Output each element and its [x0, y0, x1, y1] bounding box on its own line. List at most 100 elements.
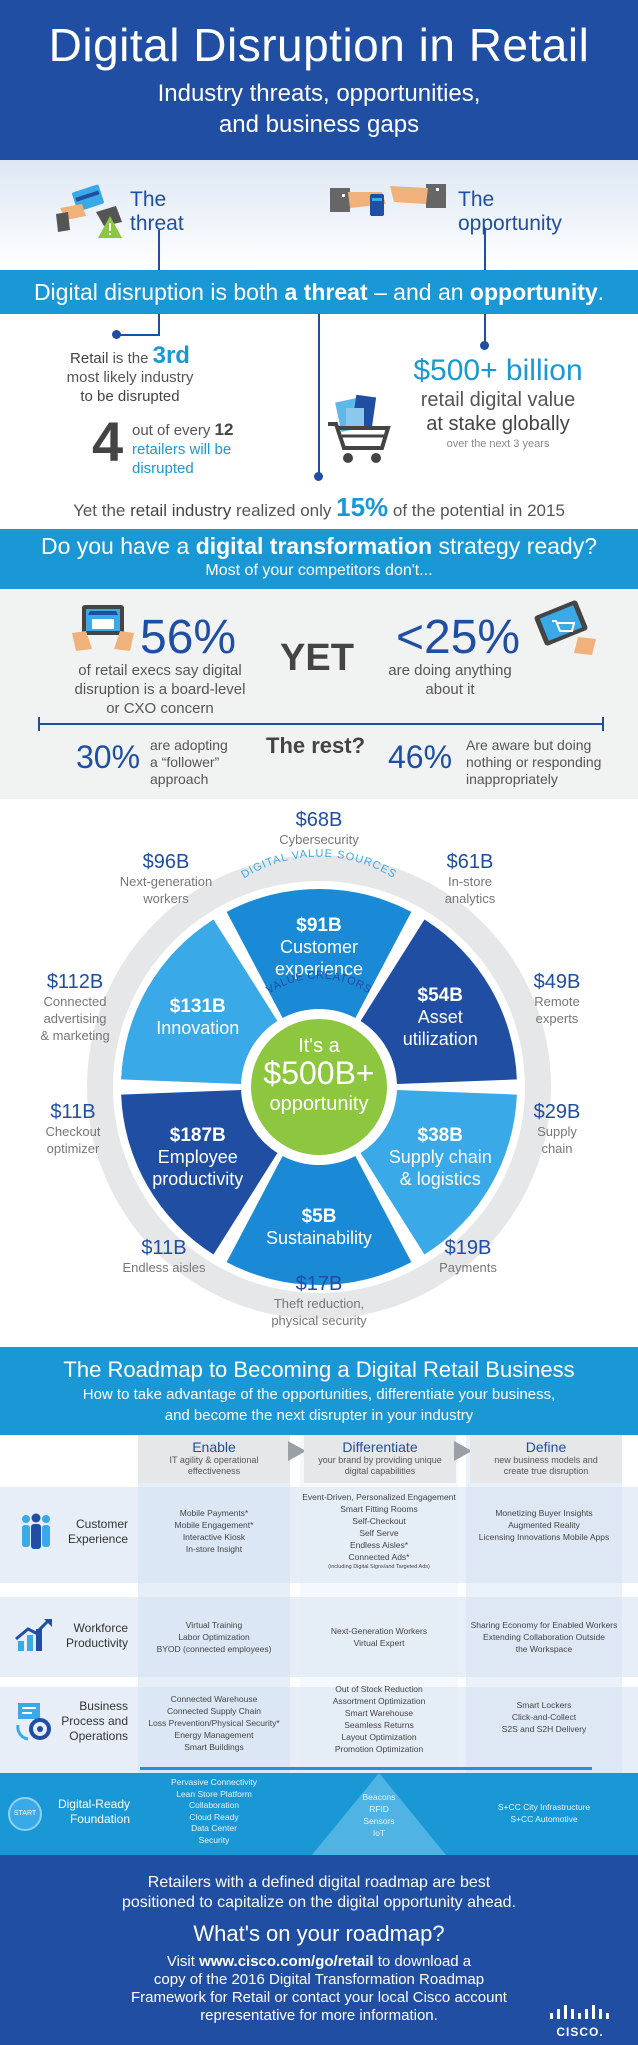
foundation-label: Digital-Ready Foundation — [44, 1797, 130, 1827]
cell-business-differentiate: Out of Stock Reduction Assortment Optimi… — [300, 1683, 458, 1755]
execs-line-3: or CXO concern — [106, 700, 214, 717]
row-label-line: Productivity — [65, 1636, 128, 1650]
cell-item: Virtual Training — [185, 1620, 243, 1630]
external-label: optimizer — [46, 1141, 100, 1156]
differentiate-column — [300, 1435, 458, 1773]
opportunity-value: $500+ billion — [413, 354, 583, 387]
cell-customer-define: Monetizing Buyer Insights Augmented Real… — [466, 1507, 622, 1543]
cell-item: Licensing Innovations Mobile Apps — [478, 1532, 610, 1542]
is-the-text: is the — [108, 350, 153, 367]
arrow-right-icon — [288, 1441, 306, 1461]
segment-name-label: Customer — [280, 937, 358, 957]
roadmap-row-bg — [0, 1487, 638, 1585]
wheel-center — [251, 1019, 387, 1155]
start-badge: START — [8, 1797, 42, 1831]
cell-item: Smart Buildings — [184, 1742, 244, 1752]
opportunity-label: The opportunity — [458, 188, 562, 236]
cell-item: Monetizing Buyer Insights — [495, 1508, 593, 1518]
footer-intro: Retailers with a defined digital roadmap… — [0, 1855, 638, 1913]
handshake-card-icon — [330, 184, 446, 216]
row-label-line: Process and — [61, 1714, 128, 1728]
follower-percent: 30% — [76, 739, 141, 775]
roadmap-subtitle-line-2: and become the next disrupter in your in… — [164, 1407, 474, 1424]
retail-rank-line-3: to be disrupted — [80, 388, 180, 405]
retail-rank-line-1: Retail is the 3rd — [30, 344, 230, 368]
opportunity-label-line-1: The — [458, 188, 495, 211]
foundation-define: S+CC City Infrastructure S+CC Automotive — [466, 1801, 622, 1825]
cell-item: Endless Aisles* — [349, 1540, 409, 1550]
opportunity-line-3: at stake globally — [426, 413, 570, 435]
footer: Retailers with a defined digital roadmap… — [0, 1855, 638, 2045]
row-label-line: Customer — [75, 1517, 128, 1531]
external-label: Next-generation — [119, 874, 213, 889]
segment-value-label: $38B — [418, 1125, 463, 1146]
cell-item: Click-and-Collect — [511, 1712, 577, 1722]
row-label-customer-experience: Customer Experience — [50, 1517, 128, 1547]
divider-tick — [38, 717, 40, 731]
segment-name-label: productivity — [152, 1169, 243, 1189]
foundation-pyramid — [312, 1773, 446, 1855]
banner-text: – and an — [367, 279, 470, 305]
divider-tick — [602, 717, 604, 731]
footer-line: representative for more information. — [200, 2007, 438, 2024]
threat-opportunity-stats: Retail is the 3rd most likely industry t… — [0, 314, 638, 529]
external-label: chain — [541, 1141, 573, 1156]
segment-value-label: $54B — [418, 985, 463, 1006]
threat-opportunity-banner: Digital disruption is both a threat – an… — [0, 270, 638, 314]
cell-item: Smart Lockers — [516, 1700, 572, 1710]
connector-line — [158, 230, 160, 270]
opportunity-value-stat: $500+ billion retail digital value at st… — [388, 354, 608, 452]
execs-percent: 56% — [140, 611, 237, 664]
external-label: Cybersecurity — [279, 832, 359, 847]
external-value: $19B — [444, 1237, 492, 1259]
yet-label: YET — [280, 637, 354, 679]
strategy-question-text: strategy ready? — [432, 533, 598, 559]
cell-item: BYOD (connected employees) — [156, 1644, 272, 1654]
cell-item: Event-Driven, Personalized Engagement — [302, 1492, 456, 1502]
rank-value: 3rd — [152, 342, 190, 369]
column-subtitle: create true disruption — [503, 1466, 589, 1476]
wheel-segment-asset-utilization — [360, 919, 517, 1085]
retail-rank-stat: Retail is the 3rd most likely industry t… — [30, 344, 230, 406]
cell-item: the Workspace — [515, 1644, 573, 1654]
footer-visit-line: Visit www.cisco.com/go/retail to downloa… — [0, 1953, 638, 1971]
external-value: $29B — [533, 1101, 581, 1123]
cell-business-enable: Connected Warehouse Connected Supply Cha… — [140, 1693, 288, 1753]
external-label: Checkout — [45, 1124, 101, 1139]
page-title: Digital Disruption in Retail — [48, 19, 590, 71]
segment-value-label: $91B — [296, 915, 341, 936]
external-label: Endless aisles — [122, 1260, 206, 1275]
connector-dot — [314, 472, 323, 481]
cell-workforce-define: Sharing Economy for Enabled Workers Exte… — [466, 1619, 622, 1655]
external-label: Theft reduction, — [273, 1296, 365, 1311]
connector-line — [318, 314, 320, 476]
roadmap-row-gap — [0, 1583, 638, 1593]
strategy-question: Do you have a digital transformation str… — [0, 529, 638, 560]
opportunity-line-4: over the next 3 years — [446, 438, 550, 450]
retail-rank-line-2: most likely industry — [66, 369, 194, 386]
segment-name-label: Employee — [158, 1147, 238, 1167]
cell-item: Interactive Kiosk — [182, 1532, 246, 1542]
footer-line: Framework for Retail or contact your loc… — [131, 1989, 507, 2006]
footer-url-link[interactable]: www.cisco.com/go/retail — [199, 1953, 374, 1970]
foundation-label-line: Digital-Ready — [57, 1797, 130, 1811]
tablet-store-icon — [72, 605, 134, 651]
threat-opportunity-header: The threat The opportunity — [0, 160, 638, 270]
cell-workforce-enable: Virtual Training Labor Optimization BYOD… — [140, 1619, 288, 1655]
cell-item: Mobile Payments* — [179, 1508, 249, 1518]
strategy-question-text: Do you have a — [40, 533, 196, 559]
wheel-segment-sustainability — [226, 1155, 412, 1285]
realized-text: of the potential in 2015 — [388, 501, 565, 520]
define-column — [466, 1435, 622, 1773]
cell-item: Cloud Ready — [189, 1811, 239, 1822]
external-value-cybersecurity: $68B Cybersecurity — [269, 809, 369, 848]
doing-anything-line-2: about it — [425, 681, 475, 698]
footer-line: Retailers with a defined digital roadmap… — [147, 1874, 491, 1891]
cell-item: Seamless Returns — [344, 1720, 414, 1730]
wheel-segment-customer-experience — [226, 889, 412, 1019]
follower-line-2: a “follower” — [150, 754, 220, 770]
external-value: $68B — [295, 809, 343, 831]
row-label-business-process: Business Process and Operations — [50, 1699, 128, 1744]
realized-percent: 15% — [336, 492, 389, 522]
doing-anything-description: are doing anything about it — [380, 661, 520, 699]
